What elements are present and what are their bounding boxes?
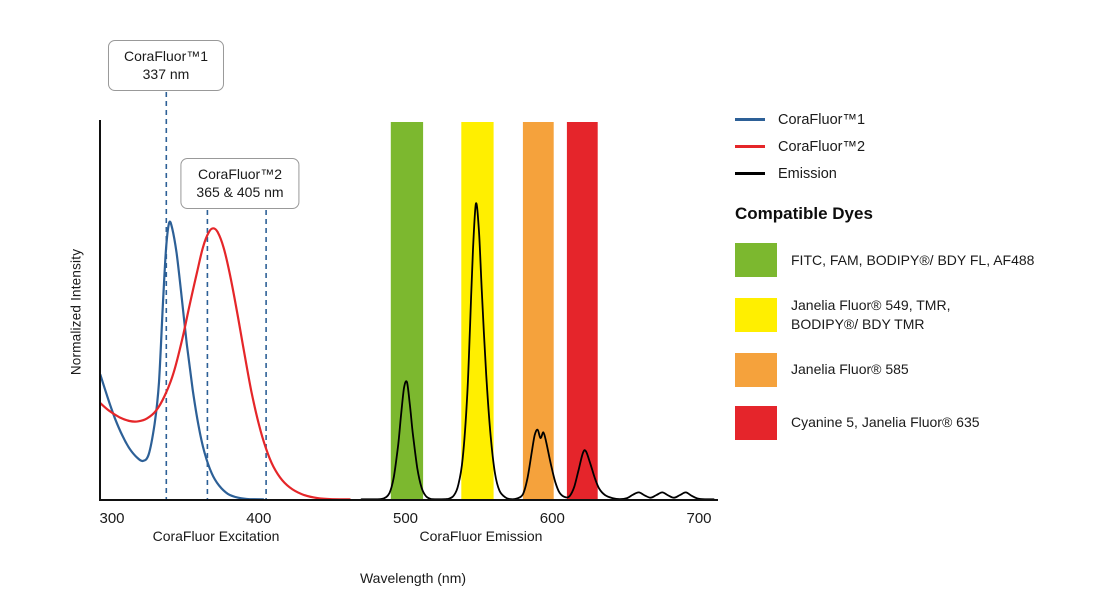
y-axis-label: Normalized Intensity <box>68 248 84 376</box>
compatible-dyes-heading: Compatible Dyes <box>735 204 873 223</box>
emission-band-0 <box>390 122 424 499</box>
orange-dye-swatch <box>735 352 777 387</box>
legend-item-corafluor2: CoraFluor™2 <box>735 133 1110 160</box>
x-tick-label: 300 <box>99 510 124 527</box>
green-dye-swatch <box>735 243 777 277</box>
x-tick-label: 500 <box>393 510 418 527</box>
dye-item-label: Janelia Fluor® 585 <box>791 361 909 378</box>
x-tick-label: 700 <box>686 510 711 527</box>
dye-item-red: Cyanine 5, Janelia Fluor® 635 <box>735 405 1110 440</box>
corafluor2-line-swatch-icon <box>735 145 765 148</box>
emission-band-2 <box>522 122 554 499</box>
callout-title: CoraFluor™1 <box>123 48 209 64</box>
curve-excitation-0 <box>99 220 265 501</box>
dye-item-label: FITC, FAM, BODIPY®/ BDY FL, AF488 <box>791 251 1035 268</box>
callout-title: CoraFluor™2 <box>197 166 283 182</box>
corafluor1-line-swatch-icon <box>735 118 765 121</box>
curve-excitation-1 <box>99 227 351 501</box>
callout-corafluor1: CoraFluor™1 337 nm <box>107 40 225 91</box>
legend-item-label: Emission <box>778 165 837 182</box>
dye-item-yellow: Janelia Fluor® 549, TMR, BODIPY®/ BDY TM… <box>735 296 1110 334</box>
legend-item-emission: Emission <box>735 160 1110 187</box>
x-tick-label: 400 <box>246 510 271 527</box>
dye-item-label: Cyanine 5, Janelia Fluor® 635 <box>791 414 980 431</box>
emission-line-swatch-icon <box>735 172 765 175</box>
legend: CoraFluor™1 CoraFluor™2 Emission Compati… <box>735 106 1110 459</box>
excitation-section-label: CoraFluor Excitation <box>152 528 280 544</box>
legend-item-label: CoraFluor™1 <box>778 111 866 128</box>
callout-corafluor2: CoraFluor™2 365 & 405 nm <box>180 158 300 209</box>
callout-subtitle: 337 nm <box>142 66 190 83</box>
dye-item-label: Janelia Fluor® 549, TMR, BODIPY®/ BDY TM… <box>791 297 951 332</box>
x-tick-label: 600 <box>540 510 565 527</box>
callout-subtitle: 365 & 405 nm <box>196 184 284 201</box>
legend-item-label: CoraFluor™2 <box>778 138 866 155</box>
yellow-dye-swatch <box>735 297 777 332</box>
red-dye-swatch <box>735 405 777 440</box>
curve-emission-2 <box>360 202 715 501</box>
emission-band-1 <box>461 122 494 499</box>
emission-section-label: CoraFluor Emission <box>419 528 543 544</box>
legend-item-corafluor1: CoraFluor™1 <box>735 106 1110 133</box>
spectra-chart: 300 400 500 600 700 <box>99 92 718 527</box>
x-axis-label: Wavelength (nm) <box>359 570 467 586</box>
axes <box>99 120 718 501</box>
legend-series: CoraFluor™1 CoraFluor™2 Emission <box>735 106 1110 187</box>
dye-item-green: FITC, FAM, BODIPY®/ BDY FL, AF488 <box>735 243 1110 277</box>
dye-item-orange: Janelia Fluor® 585 <box>735 352 1110 387</box>
emission-band-3 <box>566 122 598 499</box>
